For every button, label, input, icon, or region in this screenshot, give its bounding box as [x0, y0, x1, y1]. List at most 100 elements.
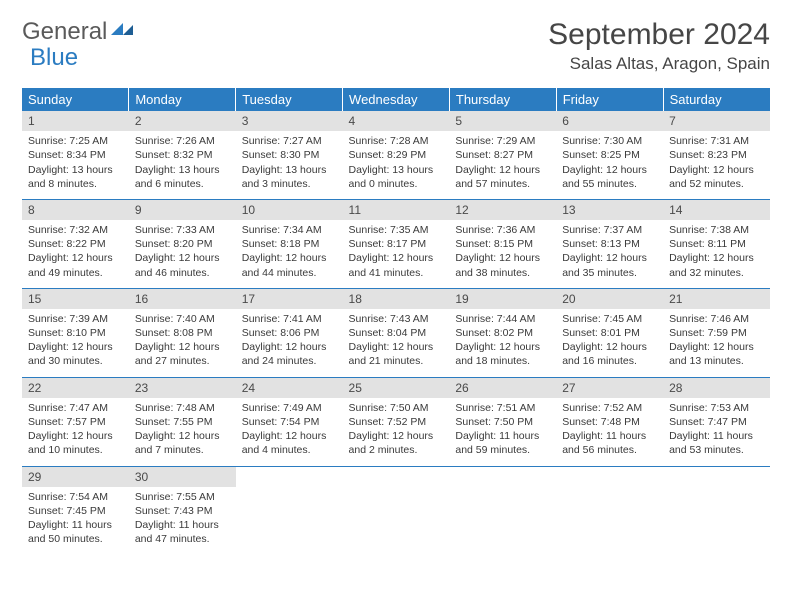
- sunrise-text: Sunrise: 7:43 AM: [349, 312, 444, 326]
- daylight-text-2: and 53 minutes.: [669, 443, 764, 457]
- daylight-text-1: Daylight: 12 hours: [562, 251, 657, 265]
- calendar-day: 9Sunrise: 7:33 AMSunset: 8:20 PMDaylight…: [129, 199, 236, 288]
- calendar-week: 15Sunrise: 7:39 AMSunset: 8:10 PMDayligh…: [22, 288, 770, 377]
- day-number: 10: [236, 200, 343, 220]
- day-body: Sunrise: 7:32 AMSunset: 8:22 PMDaylight:…: [22, 220, 129, 288]
- daylight-text-1: Daylight: 13 hours: [28, 163, 123, 177]
- sunrise-text: Sunrise: 7:48 AM: [135, 401, 230, 415]
- calendar-day: 28Sunrise: 7:53 AMSunset: 7:47 PMDayligh…: [663, 377, 770, 466]
- weekday-header: Tuesday: [236, 88, 343, 111]
- sunrise-text: Sunrise: 7:39 AM: [28, 312, 123, 326]
- calendar-day: 14Sunrise: 7:38 AMSunset: 8:11 PMDayligh…: [663, 199, 770, 288]
- sunrise-text: Sunrise: 7:47 AM: [28, 401, 123, 415]
- sunset-text: Sunset: 8:17 PM: [349, 237, 444, 251]
- sunrise-text: Sunrise: 7:44 AM: [455, 312, 550, 326]
- sunrise-text: Sunrise: 7:30 AM: [562, 134, 657, 148]
- logo-mark-icon: [111, 18, 133, 46]
- daylight-text-1: Daylight: 11 hours: [455, 429, 550, 443]
- daylight-text-1: Daylight: 12 hours: [455, 163, 550, 177]
- calendar-day: 17Sunrise: 7:41 AMSunset: 8:06 PMDayligh…: [236, 288, 343, 377]
- calendar-day: 19Sunrise: 7:44 AMSunset: 8:02 PMDayligh…: [449, 288, 556, 377]
- daylight-text-1: Daylight: 12 hours: [349, 251, 444, 265]
- day-number: 21: [663, 289, 770, 309]
- daylight-text-1: Daylight: 12 hours: [455, 340, 550, 354]
- daylight-text-2: and 57 minutes.: [455, 177, 550, 191]
- sunrise-text: Sunrise: 7:50 AM: [349, 401, 444, 415]
- sunrise-text: Sunrise: 7:38 AM: [669, 223, 764, 237]
- sunset-text: Sunset: 8:11 PM: [669, 237, 764, 251]
- calendar-day: 2Sunrise: 7:26 AMSunset: 8:32 PMDaylight…: [129, 111, 236, 199]
- day-body: Sunrise: 7:55 AMSunset: 7:43 PMDaylight:…: [129, 487, 236, 555]
- daylight-text-2: and 18 minutes.: [455, 354, 550, 368]
- daylight-text-2: and 27 minutes.: [135, 354, 230, 368]
- sunset-text: Sunset: 7:48 PM: [562, 415, 657, 429]
- daylight-text-1: Daylight: 11 hours: [562, 429, 657, 443]
- daylight-text-2: and 16 minutes.: [562, 354, 657, 368]
- sunrise-text: Sunrise: 7:28 AM: [349, 134, 444, 148]
- sunset-text: Sunset: 8:20 PM: [135, 237, 230, 251]
- sunset-text: Sunset: 7:55 PM: [135, 415, 230, 429]
- daylight-text-1: Daylight: 13 hours: [349, 163, 444, 177]
- day-body: Sunrise: 7:40 AMSunset: 8:08 PMDaylight:…: [129, 309, 236, 377]
- day-number: 4: [343, 111, 450, 131]
- sunrise-text: Sunrise: 7:31 AM: [669, 134, 764, 148]
- daylight-text-1: Daylight: 13 hours: [135, 163, 230, 177]
- daylight-text-1: Daylight: 13 hours: [242, 163, 337, 177]
- title-block: September 2024 Salas Altas, Aragon, Spai…: [548, 18, 770, 74]
- calendar-day: 27Sunrise: 7:52 AMSunset: 7:48 PMDayligh…: [556, 377, 663, 466]
- day-number: 3: [236, 111, 343, 131]
- weekday-header: Thursday: [449, 88, 556, 111]
- daylight-text-2: and 41 minutes.: [349, 266, 444, 280]
- sunrise-text: Sunrise: 7:52 AM: [562, 401, 657, 415]
- calendar-day: [556, 466, 663, 554]
- daylight-text-1: Daylight: 12 hours: [669, 251, 764, 265]
- sunset-text: Sunset: 8:02 PM: [455, 326, 550, 340]
- day-body: Sunrise: 7:49 AMSunset: 7:54 PMDaylight:…: [236, 398, 343, 466]
- calendar-day: 7Sunrise: 7:31 AMSunset: 8:23 PMDaylight…: [663, 111, 770, 199]
- calendar-day: 5Sunrise: 7:29 AMSunset: 8:27 PMDaylight…: [449, 111, 556, 199]
- daylight-text-2: and 56 minutes.: [562, 443, 657, 457]
- title-location: Salas Altas, Aragon, Spain: [548, 54, 770, 74]
- calendar-day: 26Sunrise: 7:51 AMSunset: 7:50 PMDayligh…: [449, 377, 556, 466]
- logo: General: [22, 18, 133, 46]
- daylight-text-1: Daylight: 11 hours: [28, 518, 123, 532]
- calendar-week: 22Sunrise: 7:47 AMSunset: 7:57 PMDayligh…: [22, 377, 770, 466]
- sunrise-text: Sunrise: 7:40 AM: [135, 312, 230, 326]
- sunrise-text: Sunrise: 7:49 AM: [242, 401, 337, 415]
- calendar-day: 23Sunrise: 7:48 AMSunset: 7:55 PMDayligh…: [129, 377, 236, 466]
- calendar-day: 25Sunrise: 7:50 AMSunset: 7:52 PMDayligh…: [343, 377, 450, 466]
- calendar-week: 8Sunrise: 7:32 AMSunset: 8:22 PMDaylight…: [22, 199, 770, 288]
- day-number: 11: [343, 200, 450, 220]
- daylight-text-2: and 52 minutes.: [669, 177, 764, 191]
- sunrise-text: Sunrise: 7:55 AM: [135, 490, 230, 504]
- sunrise-text: Sunrise: 7:26 AM: [135, 134, 230, 148]
- day-number: 5: [449, 111, 556, 131]
- sunset-text: Sunset: 7:54 PM: [242, 415, 337, 429]
- sunrise-text: Sunrise: 7:27 AM: [242, 134, 337, 148]
- sunset-text: Sunset: 8:34 PM: [28, 148, 123, 162]
- sunrise-text: Sunrise: 7:53 AM: [669, 401, 764, 415]
- day-body: Sunrise: 7:26 AMSunset: 8:32 PMDaylight:…: [129, 131, 236, 199]
- sunset-text: Sunset: 8:22 PM: [28, 237, 123, 251]
- day-number: 17: [236, 289, 343, 309]
- day-body: Sunrise: 7:36 AMSunset: 8:15 PMDaylight:…: [449, 220, 556, 288]
- calendar-day: 16Sunrise: 7:40 AMSunset: 8:08 PMDayligh…: [129, 288, 236, 377]
- day-number: 24: [236, 378, 343, 398]
- sunset-text: Sunset: 8:27 PM: [455, 148, 550, 162]
- weekday-header: Monday: [129, 88, 236, 111]
- daylight-text-1: Daylight: 12 hours: [28, 340, 123, 354]
- sunset-text: Sunset: 8:10 PM: [28, 326, 123, 340]
- calendar-day: [663, 466, 770, 554]
- daylight-text-1: Daylight: 11 hours: [669, 429, 764, 443]
- daylight-text-2: and 50 minutes.: [28, 532, 123, 546]
- daylight-text-1: Daylight: 12 hours: [562, 163, 657, 177]
- calendar-week: 1Sunrise: 7:25 AMSunset: 8:34 PMDaylight…: [22, 111, 770, 199]
- daylight-text-2: and 44 minutes.: [242, 266, 337, 280]
- day-body: Sunrise: 7:43 AMSunset: 8:04 PMDaylight:…: [343, 309, 450, 377]
- day-number: 7: [663, 111, 770, 131]
- sunrise-text: Sunrise: 7:25 AM: [28, 134, 123, 148]
- day-body: Sunrise: 7:35 AMSunset: 8:17 PMDaylight:…: [343, 220, 450, 288]
- sunrise-text: Sunrise: 7:51 AM: [455, 401, 550, 415]
- calendar-day: 15Sunrise: 7:39 AMSunset: 8:10 PMDayligh…: [22, 288, 129, 377]
- sunrise-text: Sunrise: 7:37 AM: [562, 223, 657, 237]
